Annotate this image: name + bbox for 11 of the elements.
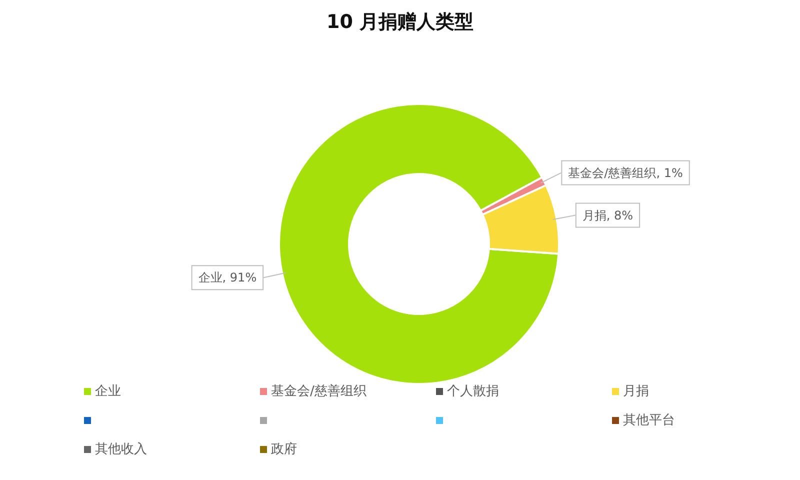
legend-label: 政府 (271, 441, 297, 458)
data-label: 月捐, 8% (582, 208, 634, 222)
legend-label: 月捐 (623, 383, 649, 400)
legend-label: 其他平台 (623, 412, 675, 429)
legend-label: 个人散捐 (447, 383, 499, 400)
legend-label: 其他收入 (95, 441, 147, 458)
chart-title: 10 月捐赠人类型 (325, 10, 475, 35)
data-label: 基金会/慈善组织, 1% (568, 166, 683, 180)
legend-label: 基金会/慈善组织 (271, 383, 366, 400)
data-label: 企业, 91% (198, 270, 257, 285)
legend-label: 企业 (95, 383, 121, 400)
